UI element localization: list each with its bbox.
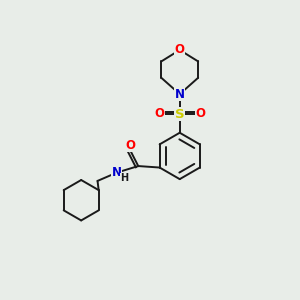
Text: N: N	[175, 88, 185, 100]
Text: O: O	[175, 44, 185, 56]
Text: O: O	[125, 139, 135, 152]
Text: H: H	[120, 173, 128, 183]
Text: O: O	[196, 106, 206, 120]
Text: O: O	[154, 106, 164, 120]
Text: N: N	[112, 166, 122, 179]
Text: S: S	[175, 108, 184, 121]
